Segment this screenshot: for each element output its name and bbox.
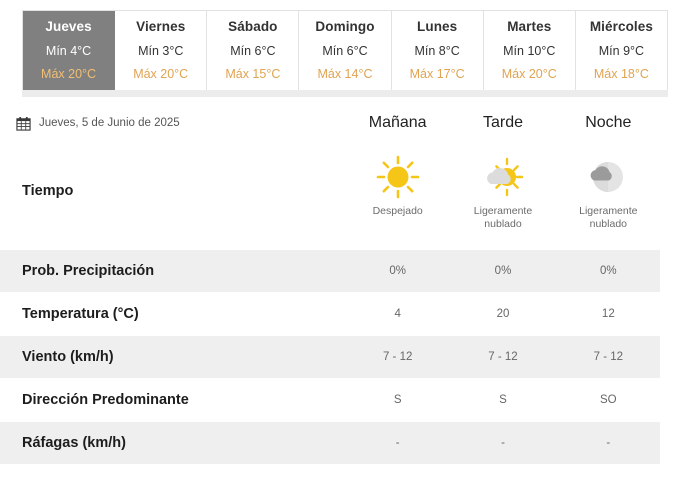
sun-icon (376, 155, 419, 199)
day-tab-name: Miércoles (589, 19, 653, 35)
day-tab-max-temp: Máx 20°C (133, 67, 189, 82)
day-tab-min-temp: Mín 6°C (322, 43, 368, 58)
day-tab-name: Viernes (136, 19, 186, 35)
data-row-gusts: Ráfagas (km/h) - - - (0, 422, 691, 464)
condition-cell-manana: Despejado (345, 142, 450, 240)
sun-behind-cloud-icon (487, 157, 524, 197)
row-label: Prob. Precipitación (22, 263, 155, 279)
row-label: Viento (km/h) (22, 349, 114, 365)
weather-condition-row: Tiempo Despejado (0, 142, 691, 240)
value-tarde: 7 - 12 (488, 351, 518, 363)
row-values: S S SO (345, 394, 691, 406)
data-row-temperature: Temperatura (°C) 4 20 12 (0, 293, 691, 335)
condition-label: Ligeramente nublado (579, 205, 638, 231)
day-tab-max-temp: Máx 15°C (225, 67, 281, 82)
day-tab-max-temp: Máx 18°C (593, 67, 649, 82)
day-tab-name: Lunes (417, 19, 458, 35)
value-tarde: 20 (496, 308, 510, 320)
day-tab-domingo[interactable]: Domingo Mín 6°C Máx 14°C (299, 11, 392, 90)
condition-cell-tarde: Ligeramente nublado (450, 142, 555, 240)
forecast-header-row: Jueves, 5 de Junio de 2025 Mañana Tarde … (0, 104, 691, 142)
day-tab-min-temp: Mín 8°C (414, 43, 460, 58)
day-tab-martes[interactable]: Martes Mín 10°C Máx 20°C (483, 11, 576, 90)
row-tail (660, 422, 691, 464)
period-header-tarde: Tarde (482, 114, 523, 131)
row-label: Dirección Predominante (22, 392, 189, 408)
day-tab-min-temp: Mín 9°C (598, 43, 645, 58)
row-label-tiempo: Tiempo (22, 183, 74, 199)
day-tab-sabado[interactable]: Sábado Mín 6°C Máx 15°C (207, 11, 300, 90)
row-values: 0% 0% 0% (345, 265, 691, 277)
condition-label: Despejado (372, 205, 423, 217)
selected-date: Jueves, 5 de Junio de 2025 (0, 116, 345, 131)
date-label: Jueves, 5 de Junio de 2025 (39, 117, 180, 129)
period-header-noche: Noche (585, 114, 632, 131)
day-tab-viernes[interactable]: Viernes Mín 3°C Máx 20°C (115, 11, 208, 90)
data-row-wind: Viento (km/h) 7 - 12 7 - 12 7 - 12 (0, 336, 691, 378)
day-tab-min-temp: Mín 10°C (503, 43, 556, 58)
value-noche: SO (600, 394, 617, 406)
value-manana: S (393, 394, 402, 406)
day-tab-min-temp: Mín 6°C (230, 43, 276, 58)
day-tabs: Jueves Mín 4°C Máx 20°C Viernes Mín 3°C … (22, 10, 668, 90)
value-manana: 7 - 12 (382, 351, 413, 363)
day-tab-name: Jueves (45, 19, 92, 35)
row-tail (660, 336, 691, 378)
day-tab-min-temp: Mín 4°C (45, 43, 92, 58)
value-manana: 0% (389, 265, 406, 277)
day-tab-name: Martes (507, 19, 552, 35)
value-manana: - (395, 437, 400, 449)
value-noche: 12 (601, 308, 615, 320)
row-values: 4 20 12 (345, 308, 691, 320)
value-tarde: - (501, 437, 505, 449)
row-tail (660, 250, 691, 292)
row-values: - - - (345, 437, 691, 449)
data-row-precipitation: Prob. Precipitación 0% 0% 0% (0, 250, 691, 292)
day-tab-max-temp: Máx 17°C (409, 67, 465, 82)
period-header-manana: Mañana (368, 114, 427, 131)
row-values: 7 - 12 7 - 12 7 - 12 (345, 351, 691, 363)
value-noche: 0% (600, 265, 617, 277)
day-tabs-underline (22, 90, 668, 97)
value-tarde: S (499, 394, 507, 406)
day-tab-lunes[interactable]: Lunes Mín 8°C Máx 17°C (391, 11, 484, 90)
moon-behind-cloud-icon (590, 162, 624, 192)
row-label: Ráfagas (km/h) (22, 435, 126, 451)
day-tab-jueves[interactable]: Jueves Mín 4°C Máx 20°C (23, 11, 116, 90)
condition-label: Ligeramente nublado (473, 205, 533, 231)
day-tab-max-temp: Máx 14°C (317, 67, 373, 82)
day-tab-min-temp: Mín 3°C (138, 43, 184, 58)
value-tarde: 0% (494, 265, 512, 277)
row-label: Temperatura (°C) (22, 306, 139, 322)
value-noche: 7 - 12 (593, 351, 624, 363)
value-noche: - (606, 437, 611, 449)
day-tab-max-temp: Máx 20°C (41, 67, 97, 82)
calendar-icon (16, 116, 31, 131)
data-row-wind-direction: Dirección Predominante S S SO (0, 379, 691, 421)
condition-cells: Despejado L (345, 142, 691, 240)
period-headers: Mañana Tarde Noche (345, 114, 691, 132)
value-manana: 4 (394, 308, 401, 320)
day-tab-max-temp: Máx 20°C (501, 67, 557, 82)
day-tab-miercoles[interactable]: Miércoles Mín 9°C Máx 18°C (575, 11, 667, 90)
day-tab-name: Sábado (228, 19, 278, 35)
condition-cell-noche: Ligeramente nublado (556, 142, 661, 240)
day-tab-name: Domingo (315, 19, 375, 35)
